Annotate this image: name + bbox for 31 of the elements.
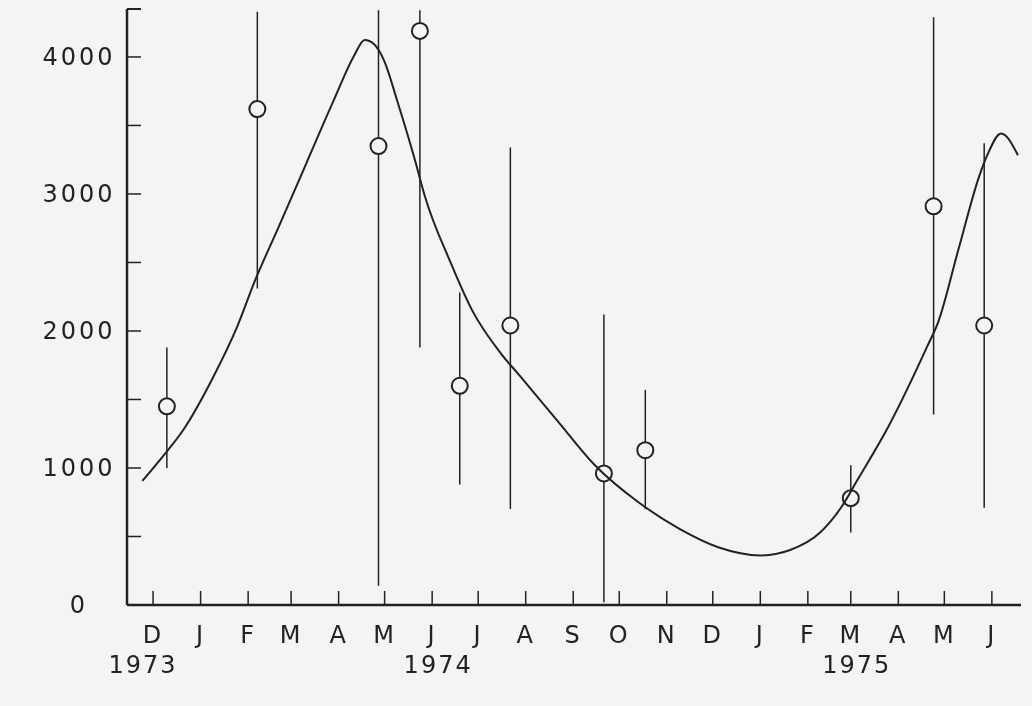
point	[975, 316, 994, 335]
x-tick-label: A	[516, 621, 535, 649]
x-tick-label: M	[373, 621, 396, 649]
x-tick-label: J	[194, 621, 206, 649]
x-tick-label: D 1973	[108, 621, 178, 679]
x-tick-label: S	[564, 621, 582, 649]
x-tick-label: A	[329, 621, 348, 649]
x-tick-label: F	[799, 621, 816, 649]
x-tick-label: O	[608, 621, 630, 649]
point	[248, 100, 267, 119]
point	[369, 137, 388, 156]
y-tick-label: 4000	[42, 43, 116, 72]
point	[157, 397, 176, 416]
y-tick-label: 1000	[42, 454, 116, 483]
x-tick-label: J 1974	[403, 621, 473, 679]
point	[410, 21, 429, 40]
y-tick-label: 3000	[42, 180, 116, 209]
x-tick-label: D	[702, 621, 724, 649]
x-tick-label: F	[240, 621, 257, 649]
x-tick-label: J	[985, 621, 997, 649]
x-tick-label: N	[656, 621, 677, 649]
point	[924, 197, 943, 216]
y-tick-label: 0	[69, 591, 89, 620]
x-tick-label: M	[932, 621, 956, 649]
y-tick-label: 2000	[42, 317, 116, 346]
x-tick-label: J	[471, 621, 483, 649]
x-tick-label: J	[753, 621, 765, 649]
point	[450, 376, 469, 395]
point	[636, 441, 655, 460]
x-tick-label: M	[279, 621, 303, 649]
point	[501, 316, 520, 335]
